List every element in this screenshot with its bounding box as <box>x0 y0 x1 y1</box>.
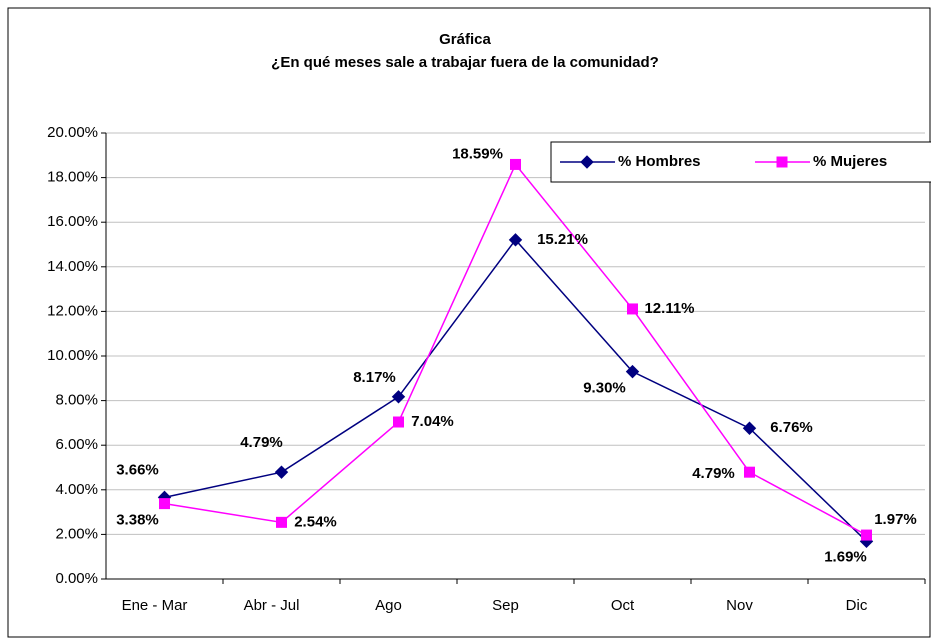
data-label: 1.69% <box>824 548 867 565</box>
y-tick-label: 18.00% <box>47 169 98 186</box>
data-label: 15.21% <box>537 231 588 248</box>
chart-frame <box>7 7 931 638</box>
data-point <box>627 303 638 315</box>
data-label: 1.97% <box>874 511 917 528</box>
y-tick-label: 12.00% <box>47 302 98 319</box>
data-point <box>274 465 289 479</box>
data-label: 2.54% <box>294 513 337 530</box>
x-tick-label: Ene - Mar <box>122 597 188 614</box>
y-tick-label: 4.00% <box>55 481 98 498</box>
data-point <box>744 466 755 478</box>
chart-subtitle: ¿En qué meses sale a trabajar fuera de l… <box>271 54 659 71</box>
y-tick-label: 14.00% <box>47 258 98 275</box>
data-point <box>508 233 523 247</box>
legend-label: % Mujeres <box>813 153 887 170</box>
x-tick-label: Abr - Jul <box>244 597 300 614</box>
x-tick-label: Ago <box>375 597 402 614</box>
data-label: 3.38% <box>116 512 159 529</box>
data-point <box>742 421 757 435</box>
data-label: 3.66% <box>116 461 159 478</box>
y-tick-label: 6.00% <box>55 436 98 453</box>
data-label: 4.79% <box>240 434 283 451</box>
x-tick-label: Dic <box>846 597 868 614</box>
x-tick-label: Sep <box>492 597 519 614</box>
chart-title: Gráfica <box>439 31 491 48</box>
legend-label: % Hombres <box>618 153 701 170</box>
data-point <box>276 516 287 528</box>
data-point <box>393 416 404 428</box>
data-point <box>625 364 640 379</box>
data-point <box>159 498 170 510</box>
data-label: 6.76% <box>770 419 813 436</box>
data-point <box>861 529 872 541</box>
data-label: 7.04% <box>411 413 454 430</box>
x-tick-label: Nov <box>726 597 753 614</box>
y-tick-label: 2.00% <box>55 525 98 542</box>
data-point <box>391 390 406 404</box>
data-label: 9.30% <box>583 380 626 397</box>
data-label: 18.59% <box>452 145 503 162</box>
y-tick-label: 16.00% <box>47 213 98 230</box>
y-tick-label: 20.00% <box>47 124 98 141</box>
y-tick-label: 0.00% <box>55 570 98 587</box>
legend-marker <box>580 155 594 169</box>
data-point <box>510 158 521 170</box>
y-tick-label: 8.00% <box>55 392 98 409</box>
x-tick-label: Oct <box>611 597 635 614</box>
y-tick-label: 10.00% <box>47 347 98 364</box>
legend-marker <box>776 156 788 168</box>
data-label: 12.11% <box>644 300 694 317</box>
data-label: 8.17% <box>353 369 396 386</box>
data-label: 4.79% <box>692 465 735 482</box>
